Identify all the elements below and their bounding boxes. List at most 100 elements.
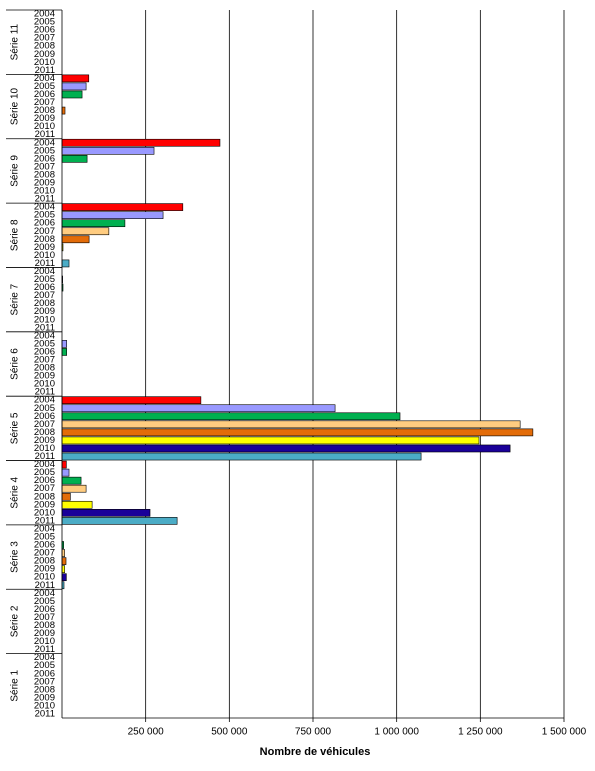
bar bbox=[61, 340, 67, 348]
year-label: 2010 bbox=[34, 572, 55, 583]
category-label: Série 2 bbox=[10, 605, 21, 637]
bar bbox=[61, 211, 164, 219]
year-label: 2005 bbox=[34, 145, 55, 156]
year-label: 2005 bbox=[34, 403, 55, 414]
bar bbox=[61, 146, 155, 155]
year-label: 2009 bbox=[34, 242, 55, 253]
bar bbox=[61, 404, 336, 413]
category-label: Série 3 bbox=[10, 541, 21, 573]
x-tick-label: 1 250 000 bbox=[458, 727, 503, 738]
bar bbox=[61, 259, 70, 268]
year-label: 2011 bbox=[35, 708, 55, 719]
year-label: 2004 bbox=[34, 459, 55, 470]
year-label: 2011 bbox=[35, 258, 55, 269]
year-label: 2005 bbox=[34, 338, 55, 349]
year-label: 2004 bbox=[34, 588, 55, 599]
bar bbox=[61, 565, 65, 573]
year-label: 2008 bbox=[34, 427, 55, 438]
bar bbox=[61, 549, 65, 557]
year-label: 2004 bbox=[34, 137, 55, 148]
x-tick-label: 500 000 bbox=[211, 727, 248, 738]
year-label: 2005 bbox=[34, 596, 55, 607]
bar bbox=[61, 436, 480, 445]
bar bbox=[61, 396, 202, 405]
bar bbox=[61, 557, 67, 565]
category-label: Série 7 bbox=[10, 283, 21, 315]
bar bbox=[61, 203, 184, 211]
year-label: 2006 bbox=[34, 153, 55, 164]
year-label: 2009 bbox=[34, 49, 55, 60]
year-label: 2006 bbox=[34, 540, 55, 551]
year-label: 2006 bbox=[34, 218, 55, 229]
year-label: 2008 bbox=[34, 363, 55, 374]
year-label: 2011 bbox=[35, 515, 55, 526]
year-label: 2005 bbox=[34, 531, 55, 542]
year-label: 2005 bbox=[34, 274, 55, 285]
bar bbox=[61, 517, 178, 525]
year-label: 2010 bbox=[34, 250, 55, 261]
bar bbox=[61, 460, 67, 469]
year-label: 2011 bbox=[35, 194, 55, 205]
year-label: 2004 bbox=[34, 73, 55, 84]
year-label: 2007 bbox=[34, 676, 55, 687]
category-label: Série 5 bbox=[10, 412, 21, 444]
x-tick-label: 1 000 000 bbox=[374, 727, 419, 738]
year-label: 2009 bbox=[34, 113, 55, 124]
x-tick-label: 750 000 bbox=[295, 727, 332, 738]
year-label: 2007 bbox=[34, 33, 55, 44]
year-label: 2004 bbox=[34, 652, 55, 663]
year-label: 2006 bbox=[34, 89, 55, 100]
category-label: Série 9 bbox=[10, 155, 21, 187]
year-label: 2009 bbox=[34, 371, 55, 382]
year-label: 2011 bbox=[35, 129, 55, 140]
year-label: 2010 bbox=[34, 443, 55, 454]
year-label: 2005 bbox=[34, 467, 55, 478]
year-label: 2004 bbox=[34, 202, 55, 213]
bar bbox=[61, 106, 66, 115]
year-label: 2004 bbox=[34, 266, 55, 277]
year-label: 2008 bbox=[34, 298, 55, 309]
bar bbox=[61, 227, 110, 236]
bar bbox=[61, 484, 87, 493]
year-label: 2004 bbox=[34, 330, 55, 341]
year-label: 2007 bbox=[34, 161, 55, 172]
year-label: 2007 bbox=[34, 612, 55, 623]
year-label: 2011 bbox=[35, 322, 55, 333]
year-label: 2010 bbox=[34, 636, 55, 647]
year-label: 2004 bbox=[34, 9, 55, 20]
year-label: 2005 bbox=[34, 17, 55, 28]
year-label: 2009 bbox=[34, 564, 55, 575]
year-label: 2010 bbox=[34, 507, 55, 518]
year-label: 2007 bbox=[34, 226, 55, 237]
year-label: 2006 bbox=[34, 282, 55, 293]
year-label: 2006 bbox=[34, 475, 55, 486]
year-label: 2011 bbox=[35, 580, 55, 591]
year-label: 2009 bbox=[34, 435, 55, 446]
year-label: 2006 bbox=[34, 411, 55, 422]
year-label: 2010 bbox=[34, 121, 55, 132]
year-label: 2006 bbox=[34, 668, 55, 679]
bar bbox=[61, 476, 82, 485]
bar bbox=[61, 468, 70, 477]
year-label: 2009 bbox=[34, 306, 55, 317]
bar bbox=[61, 444, 511, 453]
year-label: 2009 bbox=[34, 628, 55, 639]
bar bbox=[61, 492, 71, 501]
year-label: 2008 bbox=[34, 556, 55, 567]
bar bbox=[61, 82, 87, 91]
year-label: 2007 bbox=[34, 548, 55, 559]
year-label: 2008 bbox=[34, 684, 55, 695]
year-label: 2011 bbox=[35, 387, 55, 398]
category-label: Série 8 bbox=[10, 219, 21, 251]
year-label: 2010 bbox=[34, 700, 55, 711]
year-label: 2010 bbox=[34, 57, 55, 68]
year-label: 2007 bbox=[34, 97, 55, 108]
year-label: 2007 bbox=[34, 290, 55, 301]
year-label: 2008 bbox=[34, 169, 55, 180]
bar bbox=[61, 348, 67, 356]
year-label: 2009 bbox=[34, 177, 55, 188]
year-label: 2009 bbox=[34, 499, 55, 510]
category-label: Série 10 bbox=[10, 87, 21, 125]
x-axis-title: Nombre de véhicules bbox=[260, 746, 371, 758]
year-label: 2010 bbox=[34, 314, 55, 325]
